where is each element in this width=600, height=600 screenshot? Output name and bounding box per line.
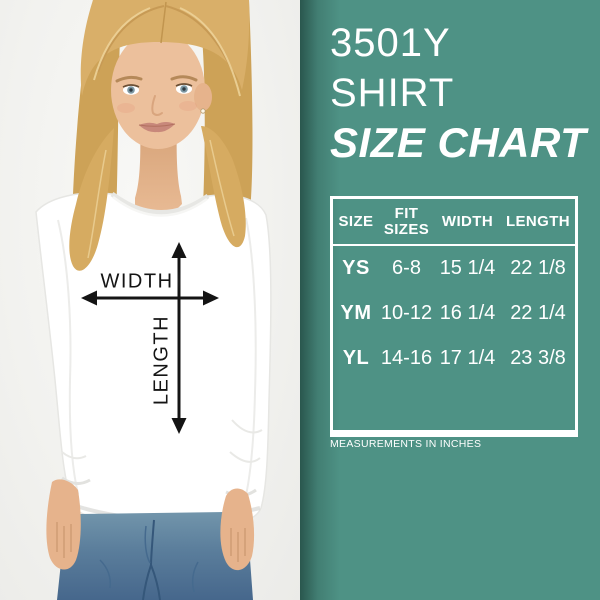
- table-row: YS 6-8 15 1/4 22 1/8: [333, 246, 575, 291]
- col-header-length: LENGTH: [505, 212, 571, 230]
- width-arrow-icon: [81, 290, 219, 306]
- size-table: SIZE FIT SIZES WIDTH LENGTH YS 6-8 15 1/…: [330, 196, 578, 437]
- jeans: [57, 512, 253, 600]
- earring: [200, 108, 206, 114]
- cell-fit: 14-16: [380, 347, 433, 369]
- hair-front: [69, 0, 250, 271]
- cell-width: 16 1/4: [439, 302, 496, 324]
- size-table-header: SIZE FIT SIZES WIDTH LENGTH: [333, 199, 575, 246]
- length-arrow-icon: [171, 242, 187, 434]
- table-row: YL 14-16 17 1/4 23 3/8: [333, 336, 575, 381]
- width-measure-label: WIDTH: [100, 270, 174, 293]
- cell-width: 15 1/4: [439, 257, 496, 279]
- cell-length: 23 3/8: [510, 347, 566, 369]
- col-header-width: WIDTH: [441, 212, 494, 230]
- cell-length: 22 1/4: [510, 302, 566, 324]
- title-product-code: 3501Y: [330, 21, 451, 65]
- cell-width: 17 1/4: [439, 347, 496, 369]
- cell-size: YM: [340, 302, 372, 324]
- page-title: 3501Y SHIRT SIZE CHART: [330, 18, 586, 168]
- girl-illustration: [35, 0, 272, 600]
- cell-fit: 10-12: [380, 302, 433, 324]
- col-header-fit-sizes: FIT SIZES: [383, 204, 430, 238]
- measurements-footnote: MEASUREMENTS IN INCHES: [330, 438, 482, 450]
- col-header-size: SIZE: [338, 212, 374, 230]
- eyes: [122, 83, 193, 95]
- hands: [46, 479, 255, 571]
- cell-length: 22 1/8: [510, 257, 566, 279]
- ear: [194, 83, 212, 111]
- model-photo: WIDTH LENGTH: [0, 0, 300, 600]
- length-measure-label: LENGTH: [150, 314, 173, 406]
- cell-size: YS: [342, 257, 370, 279]
- size-chart-panel: 3501Y SHIRT SIZE CHART SIZE FIT SIZES WI…: [300, 0, 600, 600]
- table-row: YM 10-12 16 1/4 22 1/4: [333, 291, 575, 336]
- title-size-chart: SIZE CHART: [330, 119, 587, 166]
- cell-fit: 6-8: [392, 257, 421, 279]
- title-product-type: SHIRT: [330, 71, 455, 115]
- face: [111, 31, 212, 149]
- cell-size: YL: [342, 347, 370, 369]
